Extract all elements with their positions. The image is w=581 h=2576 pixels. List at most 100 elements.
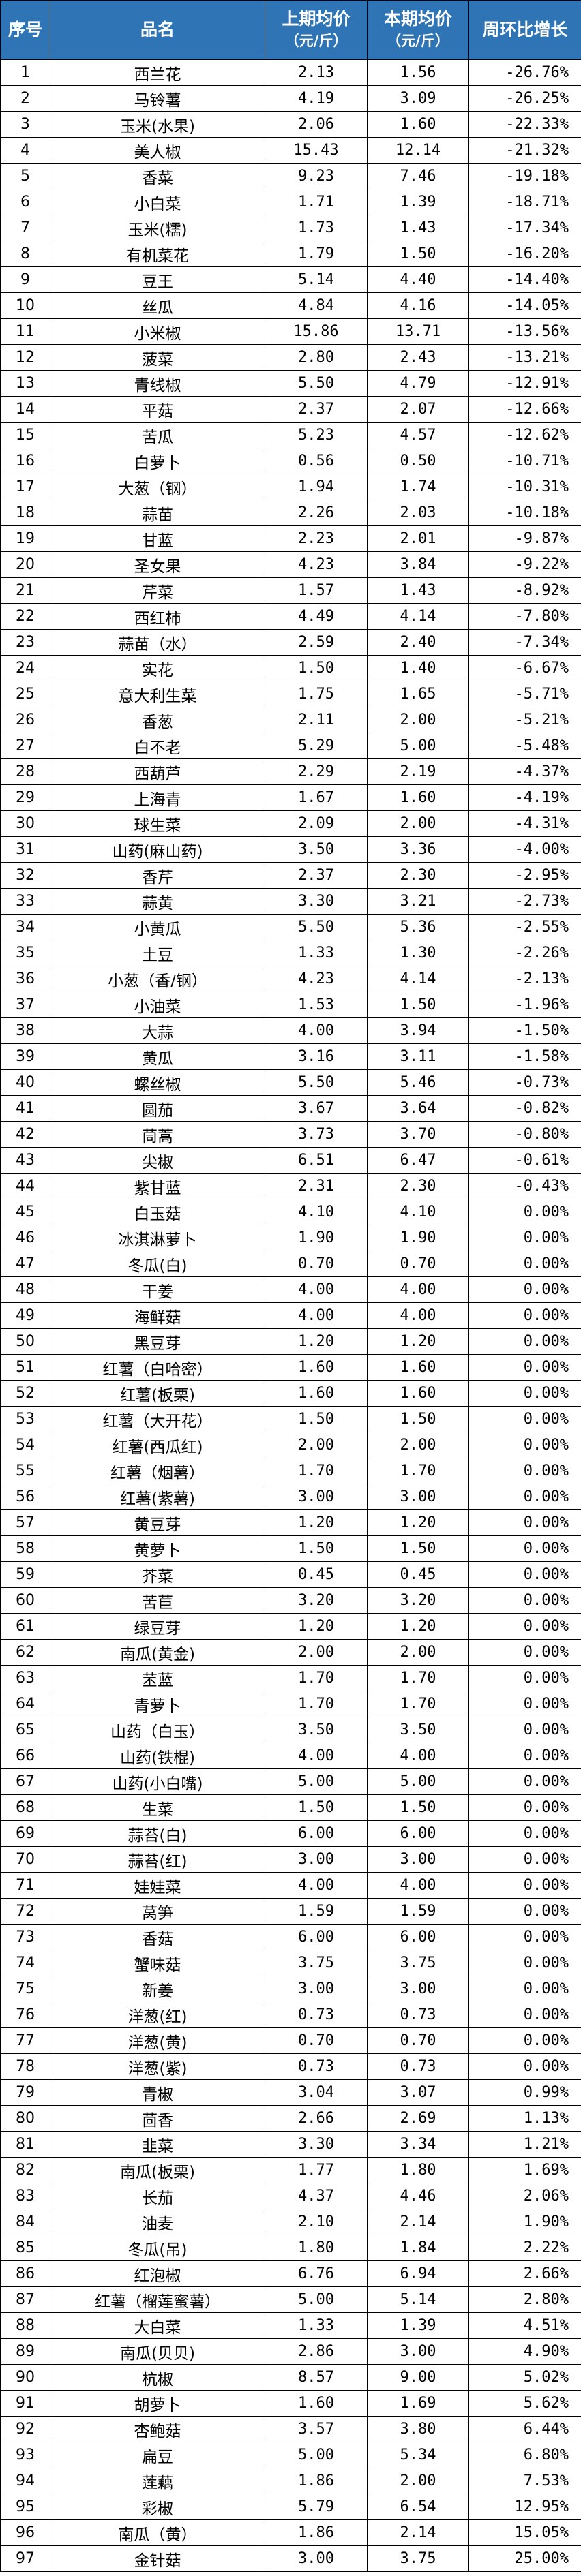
row-curr-price: 1.43 [367, 577, 469, 604]
table-row: 40 螺丝椒 5.50 5.46 -0.73% [0, 1069, 581, 1096]
table-row: 32 香芹 2.37 2.30 -2.95% [0, 862, 581, 889]
row-name: 香菜 [50, 163, 265, 189]
row-name: 青椒 [50, 2079, 265, 2106]
row-change: 0.00% [468, 1406, 581, 1432]
table-body: 1 西兰花 2.13 1.56 -26.76% 2 马铃薯 4.19 3.09 -26.25% 3 玉… [0, 59, 581, 2572]
row-name: 蒜苔(白) [50, 1820, 265, 1847]
row-curr-price: 2.00 [367, 810, 469, 837]
row-name: 红薯（白哈密） [50, 1354, 265, 1381]
row-name: 芹菜 [50, 577, 265, 604]
row-index: 54 [0, 1432, 50, 1458]
row-prev-price: 2.26 [265, 500, 368, 526]
row-name: 海鲜菇 [50, 1302, 265, 1329]
row-prev-price: 2.59 [265, 629, 368, 656]
row-change: -1.96% [468, 992, 581, 1018]
row-curr-price: 2.03 [367, 500, 469, 526]
row-curr-price: 3.94 [367, 1017, 469, 1044]
row-index: 10 [0, 292, 50, 319]
row-curr-price: 3.00 [367, 1484, 469, 1510]
row-curr-price: 2.30 [367, 1173, 469, 1199]
row-curr-price: 1.65 [367, 681, 469, 707]
row-name: 蟹味菇 [50, 1950, 265, 1976]
row-prev-price: 2.10 [265, 2209, 368, 2235]
row-index: 16 [0, 448, 50, 474]
table-row: 25 意大利生菜 1.75 1.65 -5.71% [0, 681, 581, 707]
row-prev-price: 2.37 [265, 396, 368, 423]
row-change: -7.34% [468, 629, 581, 656]
table-row: 36 小葱（香/钢） 4.23 4.14 -2.13% [0, 966, 581, 992]
row-name: 球生菜 [50, 810, 265, 837]
row-change: -7.80% [468, 603, 581, 630]
row-curr-price: 4.14 [367, 966, 469, 992]
row-index: 91 [0, 2390, 50, 2417]
row-change: 5.02% [468, 2364, 581, 2391]
row-index: 39 [0, 1043, 50, 1070]
row-name: 香芹 [50, 862, 265, 889]
table-row: 2 马铃薯 4.19 3.09 -26.25% [0, 85, 581, 112]
row-name: 红薯（榴莲蜜薯） [50, 2286, 265, 2313]
row-name: 红薯(紫薯) [50, 1484, 265, 1510]
row-index: 82 [0, 2157, 50, 2183]
row-index: 8 [0, 241, 50, 267]
row-prev-price: 1.50 [265, 1794, 368, 1821]
row-index: 59 [0, 1561, 50, 1588]
row-index: 68 [0, 1794, 50, 1821]
row-name: 芥菜 [50, 1561, 265, 1588]
row-index: 33 [0, 888, 50, 915]
row-curr-price: 0.45 [367, 1561, 469, 1588]
row-curr-price: 2.07 [367, 396, 469, 423]
row-change: -16.20% [468, 241, 581, 267]
row-name: 山药(铁棍) [50, 1743, 265, 1769]
row-index: 38 [0, 1017, 50, 1044]
row-name: 南瓜(贝贝) [50, 2338, 265, 2365]
row-index: 51 [0, 1354, 50, 1381]
row-name: 菠菜 [50, 344, 265, 371]
table-row: 87 红薯（榴莲蜜薯） 5.00 5.14 2.80% [0, 2286, 581, 2313]
row-curr-price: 4.16 [367, 292, 469, 319]
row-name: 青线椒 [50, 370, 265, 397]
row-index: 92 [0, 2416, 50, 2442]
row-curr-price: 5.46 [367, 1069, 469, 1096]
row-prev-price: 1.60 [265, 2390, 368, 2417]
table-row: 64 青萝卜 1.70 1.70 0.00% [0, 1691, 581, 1717]
row-prev-price: 1.79 [265, 241, 368, 267]
row-prev-price: 1.70 [265, 1691, 368, 1717]
row-change: -26.25% [468, 85, 581, 112]
table-row: 4 美人椒 15.43 12.14 -21.32% [0, 137, 581, 164]
row-name: 意大利生菜 [50, 681, 265, 707]
row-prev-price: 0.56 [265, 448, 368, 474]
row-change: 1.21% [468, 2131, 581, 2158]
row-change: 0.00% [468, 2002, 581, 2028]
row-curr-price: 3.75 [367, 1950, 469, 1976]
table-row: 24 实花 1.50 1.40 -6.67% [0, 655, 581, 681]
table-row: 46 冰淇淋萝卜 1.90 1.90 0.00% [0, 1225, 581, 1251]
table-row: 33 蒜黄 3.30 3.21 -2.73% [0, 888, 581, 915]
row-prev-price: 1.20 [265, 1613, 368, 1640]
row-prev-price: 2.66 [265, 2105, 368, 2132]
row-index: 31 [0, 836, 50, 863]
row-prev-price: 6.51 [265, 1147, 368, 1174]
row-change: -5.21% [468, 707, 581, 733]
row-prev-price: 4.23 [265, 551, 368, 578]
row-change: -1.50% [468, 1017, 581, 1044]
row-change: -2.95% [468, 862, 581, 889]
row-index: 22 [0, 603, 50, 630]
row-name: 小米椒 [50, 318, 265, 345]
table-row: 93 扁豆 5.00 5.34 6.80% [0, 2442, 581, 2468]
row-index: 4 [0, 137, 50, 164]
row-name: 金针菇 [50, 2545, 265, 2572]
row-curr-price: 5.14 [367, 2286, 469, 2313]
row-curr-price: 2.00 [367, 1639, 469, 1666]
row-index: 12 [0, 344, 50, 371]
row-curr-price: 1.60 [367, 1380, 469, 1407]
table-row: 85 冬瓜(吊) 1.80 1.84 2.22% [0, 2235, 581, 2261]
row-prev-price: 3.30 [265, 888, 368, 915]
row-change: 0.00% [468, 1199, 581, 1225]
row-change: 2.22% [468, 2235, 581, 2261]
row-change: -2.55% [468, 914, 581, 940]
row-prev-price: 5.00 [265, 2442, 368, 2468]
row-curr-price: 1.60 [367, 1354, 469, 1381]
row-curr-price: 1.60 [367, 784, 469, 811]
table-row: 23 蒜苗（水） 2.59 2.40 -7.34% [0, 629, 581, 656]
row-index: 45 [0, 1199, 50, 1225]
